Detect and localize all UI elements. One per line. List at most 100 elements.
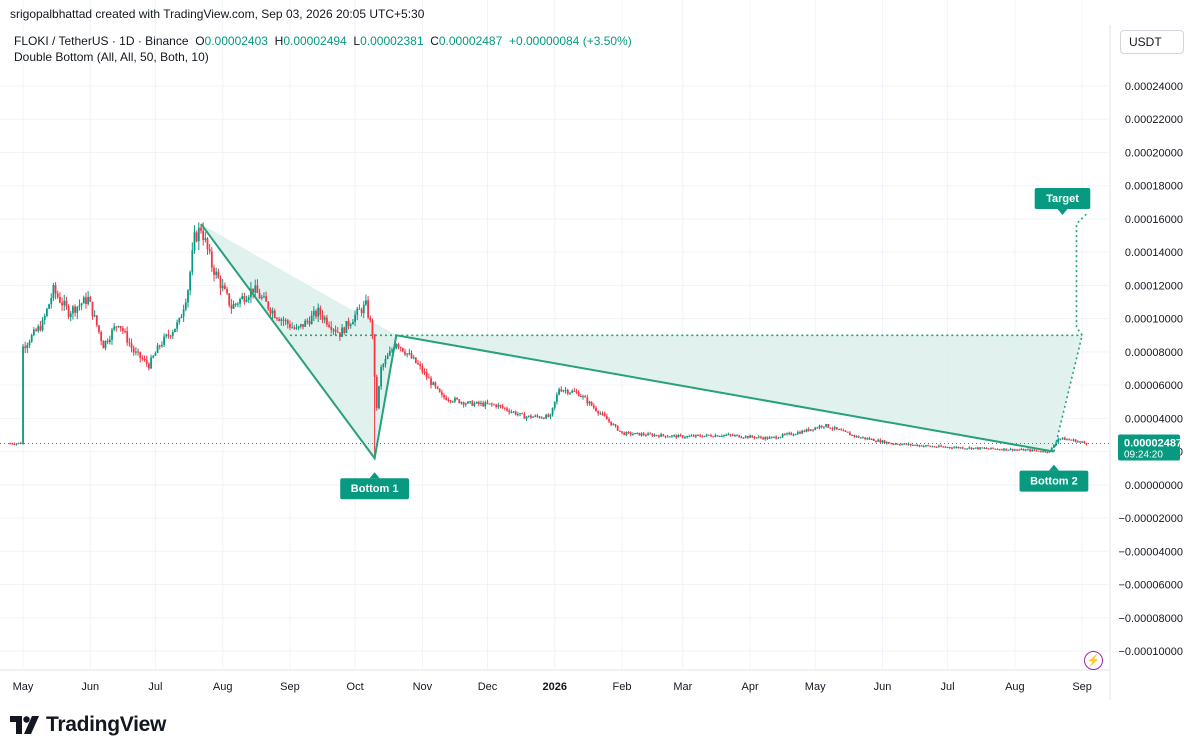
currency-selector[interactable]: USDT — [1120, 30, 1184, 54]
x-tick-label: Jun — [874, 681, 892, 693]
candle-body — [948, 447, 951, 449]
candle-body — [536, 415, 539, 417]
candle-body — [260, 297, 263, 299]
close-value: 0.00002487 — [438, 34, 503, 48]
target-projection — [1075, 213, 1088, 336]
candle-body — [308, 321, 311, 325]
candle-body — [278, 318, 281, 321]
candle-body — [189, 272, 192, 291]
candle-body — [202, 230, 205, 241]
candle-body — [206, 238, 209, 249]
candle-body — [328, 324, 330, 327]
candle-body — [786, 433, 788, 435]
candle-body — [464, 403, 467, 405]
candle-body — [729, 434, 732, 436]
candle-body — [419, 364, 422, 367]
tradingview-mark-icon — [10, 716, 39, 734]
candle-body — [297, 326, 300, 328]
tradingview-logo[interactable]: TradingView — [10, 713, 166, 737]
candle-body — [818, 425, 821, 428]
candle-body — [881, 440, 884, 443]
candle-body — [128, 342, 131, 344]
candle-body — [870, 439, 873, 441]
candle-body — [940, 445, 942, 447]
candle-body — [408, 353, 411, 355]
candle-body — [677, 434, 680, 438]
candle-body — [341, 327, 343, 337]
candle-body — [738, 435, 741, 438]
y-tick-label: 0.00006000 — [1125, 380, 1183, 392]
candle-body — [137, 351, 139, 353]
candle-body — [267, 301, 270, 309]
candle-body — [59, 297, 61, 303]
candle-body — [710, 435, 712, 437]
candle-body — [660, 434, 663, 437]
candle-body — [894, 443, 897, 445]
candle-body — [807, 428, 810, 431]
y-tick-label: 0.00012000 — [1125, 280, 1183, 292]
bottom1-label[interactable]: Bottom 1 — [340, 472, 410, 500]
candle-body — [742, 437, 745, 439]
candle-body — [367, 300, 370, 318]
candle-body — [343, 327, 346, 333]
candle-body — [966, 448, 969, 450]
indicator-name[interactable]: Double Bottom (All, All, 50, Both, 10) — [14, 50, 209, 64]
candle-body — [618, 430, 621, 432]
candle-body — [527, 415, 530, 417]
bottom2-label-text: Bottom 2 — [1030, 476, 1078, 488]
candle-body — [697, 434, 699, 436]
symbol-legend[interactable]: FLOKI / TetherUS · 1D · Binance O0.00002… — [14, 33, 632, 65]
candle-body — [595, 407, 597, 412]
candle-body — [898, 444, 901, 446]
candle-body — [171, 332, 174, 337]
target-label[interactable]: Target — [1034, 187, 1091, 215]
x-tick-label: Aug — [213, 681, 233, 693]
candle-body — [286, 320, 289, 324]
candle-body — [571, 390, 574, 393]
candle-body — [896, 443, 899, 445]
candle-body — [766, 437, 769, 439]
candle-body — [872, 439, 875, 441]
candle-body — [200, 227, 202, 231]
candle-body — [914, 444, 916, 446]
candle-body — [1031, 449, 1034, 452]
countdown-timer: 09:24:20 — [1124, 449, 1163, 460]
y-tick-label: 0.00018000 — [1125, 181, 1183, 193]
candle-body — [534, 415, 537, 417]
candle-body — [182, 309, 185, 317]
candle-body — [386, 355, 389, 360]
candle-body — [150, 357, 152, 369]
candle-body — [130, 343, 133, 348]
candle-body — [987, 448, 990, 450]
candle-body — [1033, 449, 1036, 451]
candle-body — [1016, 449, 1018, 451]
candle-body — [354, 314, 356, 323]
bolt-icon[interactable]: ⚡ — [1084, 651, 1103, 670]
candle-body — [174, 328, 176, 333]
candle-body — [1011, 448, 1014, 451]
candle-body — [951, 447, 953, 449]
candle-body — [844, 430, 847, 432]
low-label: L — [353, 34, 361, 48]
candle-body — [1044, 450, 1047, 453]
candle-body — [191, 250, 194, 273]
candle-body — [451, 401, 454, 403]
candle-body — [39, 326, 42, 331]
candle-body — [608, 419, 610, 422]
candle-body — [427, 377, 430, 379]
candle-body — [838, 429, 840, 431]
candle-body — [799, 432, 801, 434]
candle-body — [736, 435, 738, 437]
candle-body — [280, 319, 283, 321]
candle-body — [953, 447, 955, 449]
candle-body — [412, 357, 415, 359]
bottom2-label[interactable]: Bottom 2 — [1019, 464, 1089, 492]
candle-body — [258, 292, 261, 299]
candle-body — [373, 334, 376, 377]
candle-body — [779, 436, 782, 438]
candle-body — [816, 427, 819, 429]
candle-body — [610, 421, 613, 425]
candle-body — [849, 432, 851, 436]
